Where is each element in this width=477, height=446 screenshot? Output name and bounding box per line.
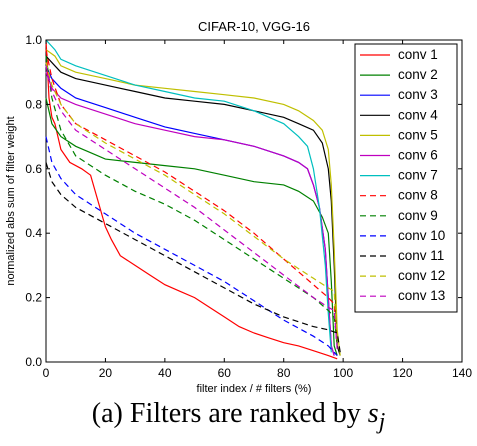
ticks-layer: 0 20 40 60 80 100 120 140 0.0 0.2 0.4 0.6 0.8 1.0 [25,33,472,380]
legend-label: conv 9 [398,208,438,223]
legend-label: conv 13 [398,288,445,303]
series-line-conv-1 [45,39,338,360]
legend-label: conv 6 [398,148,438,163]
series-line-conv-13 [45,65,338,350]
plot-frame [45,39,463,363]
series-line-conv-9 [45,56,338,346]
y-tick-label: 0.2 [25,291,42,305]
legend-label: conv 7 [398,168,438,183]
series-line-conv-2 [45,97,338,356]
x-tick-label: 60 [218,366,232,380]
caption-subscript: j [378,408,386,435]
legend-label: conv 2 [398,67,438,82]
caption-text: (a) Filters are ranked by [91,398,368,429]
legend-label: conv 11 [398,248,444,263]
series-line-conv-6 [45,71,335,356]
caption-symbol: s [367,398,379,429]
x-tick-label: 140 [452,366,472,380]
legend: conv 1 conv 2 conv 3 conv 4 conv 5 conv 6 conv… [354,43,458,313]
x-tick-label: 40 [158,366,172,380]
x-tick-label: 20 [99,366,113,380]
y-axis-label: normalized abs sum of filter weight [5,116,17,285]
series-layer [45,39,341,360]
chart-title: CIFAR-10, VGG-16 [198,19,310,34]
legend-label: conv 8 [398,188,438,203]
y-tick-label: 0.0 [25,355,42,369]
y-tick-label: 1.0 [25,33,42,47]
legend-label: conv 4 [398,107,438,122]
series-line-conv-11 [45,162,341,353]
y-tick-label: 0.8 [25,97,42,111]
series-line-conv-7 [45,39,332,353]
legend-label: conv 12 [398,268,445,283]
series-line-conv-8 [45,49,338,346]
y-tick-label: 0.4 [25,226,42,240]
legend-label: conv 10 [398,228,445,243]
legend-box [354,43,458,313]
legend-label: conv 3 [398,87,438,102]
chart: CIFAR-10, VGG-16 0 20 40 60 80 100 120 140 0.0 0.… [5,19,472,395]
series-line-conv-12 [45,62,338,346]
legend-label: conv 5 [398,127,438,142]
series-line-conv-10 [45,136,338,357]
series-line-conv-5 [45,49,341,356]
y-tick-label: 0.6 [25,162,42,176]
x-tick-label: 80 [277,366,291,380]
legend-label: conv 1 [398,47,438,62]
figure-caption: (a) Filters are ranked by sj [0,398,477,436]
x-tick-label: 0 [43,366,50,380]
x-tick-label: 100 [333,366,353,380]
x-tick-label: 120 [393,366,413,380]
x-axis-label: filter index / # filters (%) [197,383,312,395]
